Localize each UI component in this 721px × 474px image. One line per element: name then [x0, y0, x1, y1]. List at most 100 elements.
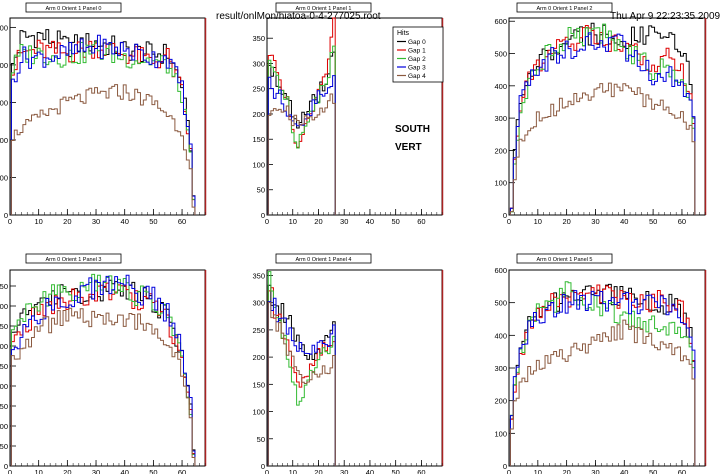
x-tick-label: 10: [35, 217, 43, 226]
title-text: Arm 0 Orient 1 Panel 1: [296, 6, 352, 12]
title-text: Arm 0 Orient 1 Panel 0: [46, 6, 102, 12]
y-tick-label: 0: [503, 462, 507, 471]
x-tick-label: 60: [417, 468, 425, 474]
x-tick-label: 30: [340, 468, 348, 474]
x-tick-label: 20: [562, 217, 570, 226]
title-text: Arm 0 Orient 1 Panel 4: [296, 257, 352, 263]
annotation-south: SOUTH: [395, 124, 430, 135]
title-box: [275, 2, 372, 13]
x-tick-label: 30: [92, 468, 100, 474]
x-tick-label: 0: [507, 468, 511, 474]
y-tick-label: 50: [0, 442, 8, 451]
y-tick-label: 0: [261, 462, 265, 471]
x-tick-label: 50: [649, 468, 657, 474]
y-tick-label: 350: [0, 322, 8, 331]
y-tick-label: 300: [494, 364, 507, 373]
y-tick-label: 600: [494, 266, 507, 275]
x-tick-label: 60: [178, 217, 186, 226]
x-tick-label: 60: [178, 468, 186, 474]
legend-entry: Gap 0: [408, 39, 426, 46]
x-tick-label: 40: [121, 217, 129, 226]
y-tick-label: 150: [252, 135, 265, 144]
y-tick-label: 100: [0, 173, 8, 182]
y-tick-label: 150: [0, 402, 8, 411]
x-tick-label: 20: [314, 468, 322, 474]
title-box: [516, 2, 613, 13]
x-tick-label: 60: [678, 468, 686, 474]
file-path-title: result/onlMon/hiatoa-0-4-277025.root: [216, 11, 381, 22]
series-gap-4: [10, 307, 196, 466]
series-gap-3: [10, 34, 196, 215]
y-tick-label: 300: [0, 342, 8, 351]
y-tick-label: 0: [4, 462, 8, 471]
x-tick-label: 10: [35, 468, 43, 474]
x-tick-label: 30: [340, 217, 348, 226]
series-gap-3: [509, 290, 696, 466]
y-tick-label: 600: [494, 17, 507, 26]
title-box: [25, 2, 122, 13]
x-tick-label: 0: [8, 217, 12, 226]
y-tick-label: 400: [494, 82, 507, 91]
x-tick-label: 20: [63, 468, 71, 474]
x-tick-label: 40: [620, 217, 628, 226]
series-gap-4: [509, 82, 696, 215]
x-tick-label: 30: [591, 468, 599, 474]
x-tick-label: 30: [591, 217, 599, 226]
y-tick-label: 100: [252, 160, 265, 169]
x-tick-label: 10: [534, 217, 542, 226]
series-gap-1: [10, 39, 196, 215]
y-tick-label: 300: [494, 114, 507, 123]
plot-frame: [508, 269, 706, 467]
y-tick-label: 350: [252, 34, 265, 43]
x-tick-label: 10: [289, 217, 297, 226]
x-tick-label: 50: [149, 468, 157, 474]
y-tick-label: 0: [261, 211, 265, 220]
x-tick-label: 0: [265, 217, 269, 226]
y-tick-label: 400: [494, 331, 507, 340]
title-text: Arm 0 Orient 1 Panel 5: [537, 257, 593, 263]
panel-1: Arm 0 Orient 1 Panel 1050100150200250300…: [252, 2, 444, 226]
panel-title: Arm 0 Orient 1 Panel 3: [25, 253, 122, 264]
x-tick-label: 50: [392, 468, 400, 474]
panel-title: Arm 0 Orient 1 Panel 1: [275, 2, 372, 13]
x-tick-label: 0: [265, 468, 269, 474]
panel-title: Arm 0 Orient 1 Panel 4: [275, 253, 372, 264]
y-tick-label: 200: [252, 110, 265, 119]
legend-entry: Gap 3: [408, 65, 426, 72]
x-tick-label: 50: [649, 217, 657, 226]
panel-2: Arm 0 Orient 1 Panel 2010020030040050060…: [494, 2, 707, 226]
panel-3: Arm 0 Orient 1 Panel 3050100150200250300…: [0, 253, 207, 474]
y-tick-label: 50: [257, 435, 265, 444]
panel-5: Arm 0 Orient 1 Panel 5010020030040050060…: [494, 253, 707, 474]
series-gap-4: [267, 93, 336, 215]
y-tick-label: 200: [0, 382, 8, 391]
legend-entry: Gap 1: [408, 48, 426, 55]
y-tick-label: 100: [494, 429, 507, 438]
plot-frame: [508, 17, 706, 216]
x-tick-label: 50: [149, 217, 157, 226]
x-tick-label: 60: [417, 217, 425, 226]
y-tick-label: 450: [0, 282, 8, 291]
x-tick-label: 10: [289, 468, 297, 474]
series-gap-3: [509, 32, 696, 215]
series-gap-3: [267, 297, 336, 466]
y-tick-label: 100: [0, 422, 8, 431]
x-tick-label: 10: [534, 468, 542, 474]
y-tick-label: 500: [0, 23, 8, 32]
title-text: Arm 0 Orient 1 Panel 3: [46, 257, 102, 263]
series-gap-2: [509, 23, 696, 215]
y-tick-label: 200: [252, 353, 265, 362]
y-tick-label: 500: [494, 50, 507, 59]
series-gap-4: [10, 84, 196, 215]
panel-title: Arm 0 Orient 1 Panel 2: [516, 2, 613, 13]
plot-frame: [9, 17, 206, 216]
legend-title: Hits: [397, 30, 410, 37]
panel-0: Arm 0 Orient 1 Panel 0 0 100 200 300 400 500 0 1…: [0, 2, 207, 226]
legend-entry: Gap 4: [408, 73, 426, 80]
series-gap-0: [10, 279, 196, 466]
y-tick-label: 250: [252, 85, 265, 94]
y-tick-label: 0: [503, 211, 507, 220]
y-tick-label: 300: [0, 98, 8, 107]
